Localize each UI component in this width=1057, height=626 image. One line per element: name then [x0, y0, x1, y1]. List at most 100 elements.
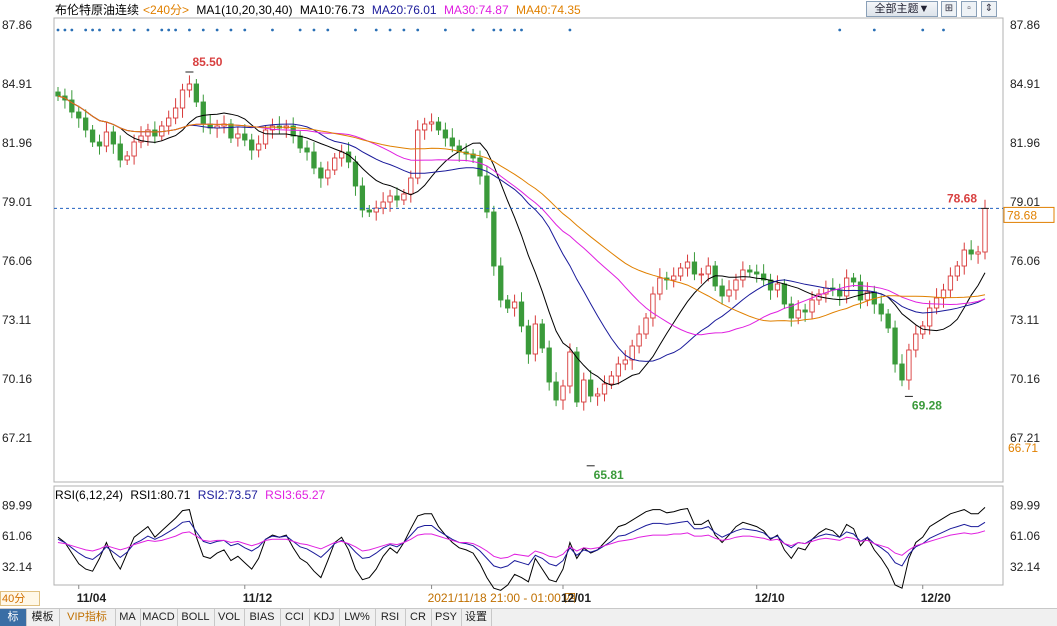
candle-body-77 [588, 379, 594, 397]
candle-body-31 [269, 125, 276, 131]
candle-body-99 [740, 269, 746, 281]
rsi-tick-right-2: 32.14 [1010, 560, 1040, 574]
toolbar-item-4[interactable]: MACD [140, 609, 178, 626]
annotation-label-3: 78.68 [947, 191, 977, 205]
candle-body-56 [442, 129, 449, 139]
rsi3-line [57, 530, 986, 559]
candle-body-51 [408, 177, 414, 195]
signal-dot-8 [111, 28, 115, 32]
signal-dot-23 [215, 28, 219, 32]
candle-body-39 [325, 169, 331, 179]
candle-body-48 [387, 195, 393, 203]
toolbar-item-8[interactable]: CCI [280, 609, 310, 626]
candle-body-7 [103, 131, 110, 147]
candle-body-0 [55, 91, 61, 97]
toolbar-item-2[interactable]: VIP指标 [59, 609, 116, 626]
price-tick-right-2: 81.96 [1010, 136, 1040, 150]
candle-body-47 [380, 201, 386, 209]
candle-body-79 [601, 383, 608, 395]
toolbar-item-13[interactable]: PSY [431, 609, 462, 626]
instrument-title: 布伦特原油连续 [55, 3, 140, 17]
period-label[interactable]: <240分> [143, 3, 190, 17]
x-label-4: 12/10 [755, 591, 785, 605]
price-tick-left-2: 81.96 [2, 136, 32, 150]
x-label-3: 12/01 [561, 591, 591, 605]
ma40-line [57, 95, 986, 322]
toolbar-item-7[interactable]: BIAS [244, 609, 281, 626]
signal-dot-5 [91, 28, 94, 32]
toolbar-item-9[interactable]: KDJ [309, 609, 340, 626]
low-marker-value: 66.71 [1008, 441, 1038, 455]
candle-body-6 [96, 141, 103, 147]
rsi2-value: RSI2:73.57 [197, 488, 258, 502]
candle-body-87 [657, 277, 663, 295]
ma30-value: MA30:74.87 [443, 3, 509, 17]
candle-body-68 [525, 325, 532, 355]
candle-body-113 [837, 289, 843, 297]
last-price-box [1003, 206, 1055, 223]
toolbar-item-3[interactable]: MA [115, 609, 141, 626]
toolbar-item-10[interactable]: LW% [339, 609, 376, 626]
candle-body-130 [954, 265, 960, 277]
toolbar-item-0[interactable]: 标 [0, 609, 27, 626]
rsi-panel-frame [53, 485, 1004, 586]
signal-dot-17 [174, 28, 178, 32]
toolbar-item-1[interactable]: 模板 [26, 609, 60, 626]
signal-dot-43 [354, 28, 357, 32]
candle-body-37 [311, 151, 317, 169]
signal-dot-125 [921, 28, 925, 32]
signal-dot-74 [568, 28, 572, 32]
toolbar-item-6[interactable]: VOL [214, 609, 245, 626]
signal-dot-60 [471, 28, 475, 32]
candle-body-129 [947, 275, 954, 291]
candle-body-53 [421, 123, 428, 131]
signal-dot-2 [70, 28, 74, 32]
candle-body-97 [726, 289, 732, 297]
price-tick-left-3: 79.01 [2, 195, 32, 209]
candle-body-44 [359, 185, 366, 211]
signal-dot-56 [444, 28, 447, 32]
candle-body-101 [754, 271, 760, 275]
toolbar-item-11[interactable]: RSI [375, 609, 406, 626]
candle-body-29 [255, 143, 262, 151]
price-tick-right-4: 76.06 [1010, 254, 1040, 268]
signal-dot-48 [388, 28, 392, 32]
period-selector[interactable]: 40分 ▲ [0, 591, 40, 620]
rsi1-value: RSI1:80.71 [130, 488, 191, 502]
signal-dot-15 [160, 28, 164, 32]
candle-body-108 [802, 309, 808, 313]
candle-body-133 [975, 251, 981, 255]
price-tick-right-0: 87.86 [1010, 18, 1040, 32]
last-price-value: 78.68 [1007, 208, 1037, 222]
toolbar-item-5[interactable]: BOLL [177, 609, 215, 626]
grid-icon[interactable]: ⊞ [941, 1, 957, 17]
candle-body-121 [892, 327, 898, 365]
candle-body-60 [470, 153, 476, 159]
minimize-icon[interactable]: ▫ [961, 1, 977, 17]
toolbar-item-14[interactable]: 设置 [461, 609, 492, 626]
candle-body-72 [553, 381, 559, 401]
candle-body-74 [567, 351, 573, 387]
candle-body-94 [705, 265, 711, 275]
signal-dot-113 [838, 28, 842, 32]
candle-body-90 [677, 267, 684, 277]
candle-body-27 [242, 133, 248, 141]
candle-body-50 [401, 193, 407, 201]
candle-body-122 [899, 363, 905, 381]
candle-body-80 [608, 375, 615, 385]
candle-body-49 [394, 195, 400, 201]
candle-body-14 [152, 129, 158, 137]
theme-dropdown-button[interactable]: 全部主题▼ [866, 1, 938, 17]
candle-body-19 [186, 83, 193, 91]
toolbar-item-12[interactable]: CR [405, 609, 432, 626]
candle-body-55 [435, 121, 442, 131]
candle-body-103 [767, 279, 774, 291]
candle-body-96 [719, 285, 725, 297]
candle-body-119 [878, 303, 884, 315]
candle-body-61 [477, 157, 483, 177]
candle-body-76 [581, 379, 587, 403]
rsi-tick-right-0: 89.99 [1010, 498, 1040, 512]
candle-body-26 [235, 133, 241, 139]
candle-body-35 [297, 135, 303, 149]
expand-icon[interactable]: ⇕ [981, 1, 997, 17]
